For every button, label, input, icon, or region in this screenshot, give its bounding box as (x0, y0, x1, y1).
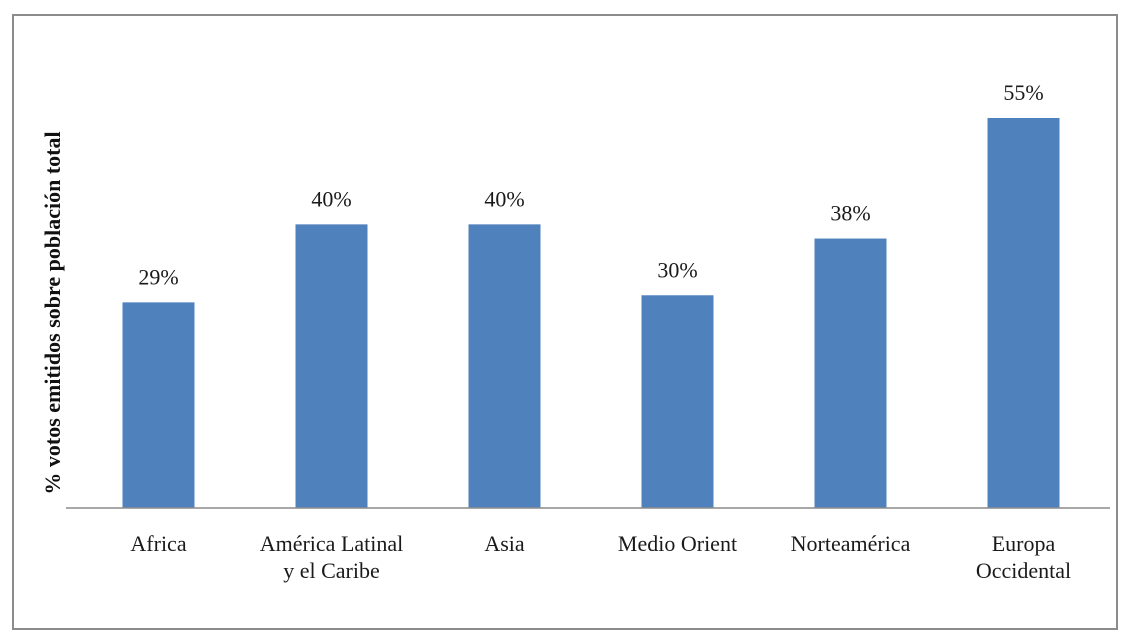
category-label-line: América Latinal (260, 531, 404, 556)
data-label-4: 38% (830, 201, 870, 226)
data-label-5: 55% (1003, 80, 1043, 105)
bar-3 (641, 295, 714, 508)
category-label-2: Asia (484, 531, 525, 556)
category-label-3: Medio Orient (618, 531, 737, 556)
data-labels-group: 29% 40% 40% 30% 38% 55% (138, 80, 1043, 289)
category-label-5: Europa Occidental (976, 531, 1071, 583)
data-label-0: 29% (138, 264, 178, 289)
data-label-3: 30% (657, 257, 697, 282)
category-label-line: Medio Orient (618, 531, 737, 556)
chart-frame (12, 14, 1118, 630)
category-label-line: y el Caribe (283, 558, 380, 583)
bar-5 (987, 118, 1060, 508)
bars-group (122, 118, 1060, 508)
bar-1 (295, 224, 368, 508)
y-axis-title: % votos emitidos sobre población total (40, 131, 65, 494)
category-label-line: Norteamérica (791, 531, 911, 556)
category-label-0: Africa (130, 531, 186, 556)
bar-0 (122, 302, 195, 508)
category-label-4: Norteamérica (791, 531, 911, 556)
category-labels-group: Africa América Latinal y el Caribe Asia Medi… (130, 531, 1071, 583)
category-label-line: Occidental (976, 558, 1071, 583)
category-label-1: América Latinal y el Caribe (260, 531, 404, 583)
data-label-2: 40% (484, 186, 524, 211)
data-label-1: 40% (311, 186, 351, 211)
bar-2 (468, 224, 541, 508)
category-label-line: Africa (130, 531, 186, 556)
bar-4 (814, 238, 887, 508)
category-label-line: Europa (992, 531, 1056, 556)
category-label-line: Asia (484, 531, 525, 556)
